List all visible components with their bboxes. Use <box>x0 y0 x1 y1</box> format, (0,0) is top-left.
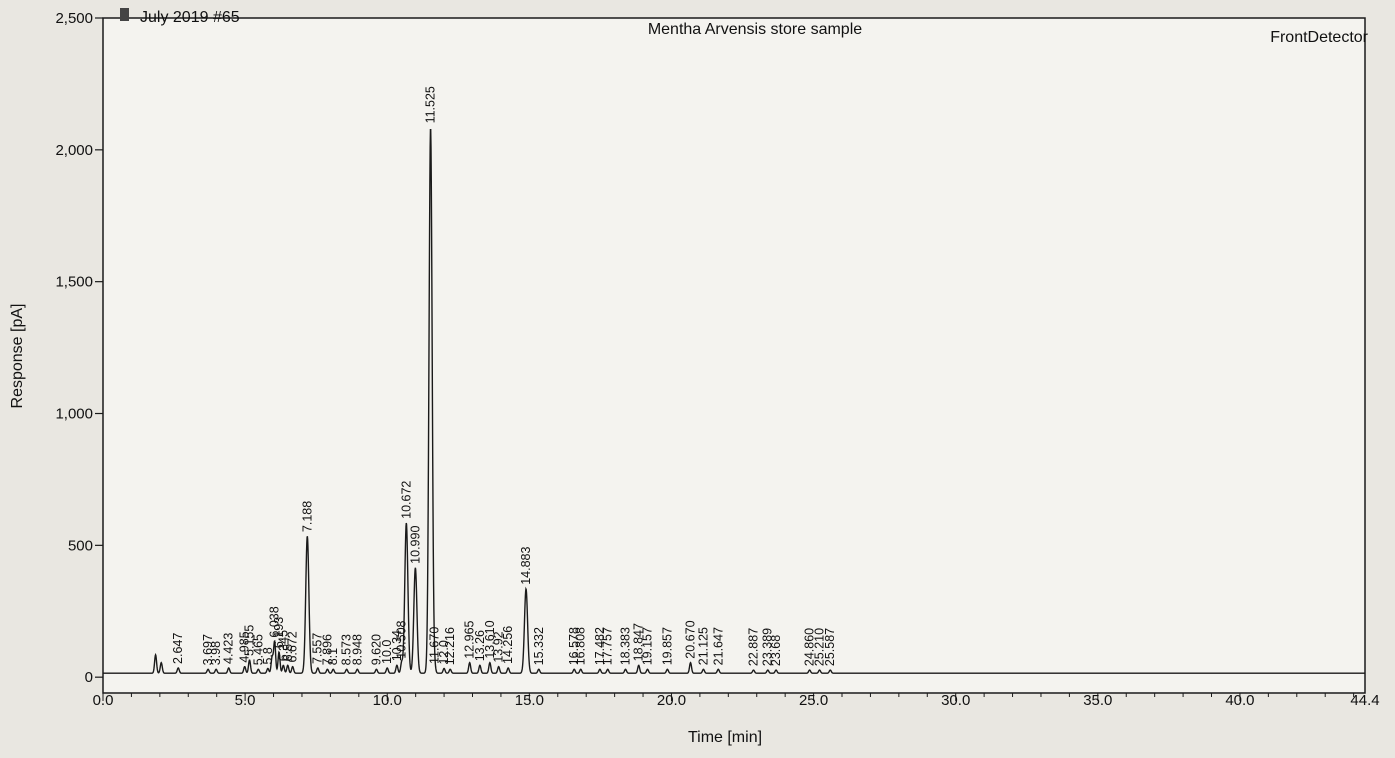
peak-label: 8.573 <box>340 634 354 665</box>
peak-label: 13.610 <box>483 620 497 658</box>
peak-label: 17.482 <box>593 627 607 665</box>
peak-label: 8.1 <box>326 648 340 665</box>
sample-id-group: July 2019 #65 <box>120 8 240 26</box>
peak-label: 23.68 <box>769 635 783 666</box>
peak-label: 10.990 <box>408 526 422 564</box>
chromatogram-trace <box>103 128 1365 674</box>
plot-area <box>102 17 1366 694</box>
y-axis-label: Response [pA] <box>9 304 26 409</box>
y-tick-label: 0 <box>85 669 93 686</box>
peak-label: 11.670 <box>428 627 442 664</box>
peak-label: 25.587 <box>823 628 837 666</box>
peak-label: 2.647 <box>171 633 185 664</box>
peak-label: 12.216 <box>443 627 457 665</box>
peak-label: 6.345 <box>276 630 290 661</box>
peak-label: 12.0 <box>437 640 451 664</box>
peak-label: 13.26 <box>473 630 487 661</box>
peak-label: 6.672 <box>286 631 300 662</box>
peak-label: 5.465 <box>251 634 265 665</box>
x-axis: 0.0 5.0 10.0 15.0 20.0 25.0 30.0 35.0 40.0 44.4 <box>93 692 1380 709</box>
peak-label: 18.383 <box>618 627 632 665</box>
peak-label: 21.647 <box>711 627 725 665</box>
peak-label: 14.883 <box>519 546 533 584</box>
peak-label: 7.896 <box>320 634 334 665</box>
x-tick-label: 44.4 <box>1350 692 1379 709</box>
x-tick-label: 10.0 <box>373 692 402 709</box>
sample-id: July 2019 #65 <box>140 9 240 26</box>
peak-label: 18.847 <box>632 623 646 661</box>
peak-label: 3.98 <box>209 641 223 665</box>
peak-label: 10.672 <box>399 481 413 519</box>
peak-label: 7.557 <box>311 633 325 664</box>
peak-label: 24.860 <box>803 628 817 666</box>
x-axis-label: Time [min] <box>688 729 762 746</box>
peak-label: 13.92 <box>492 631 506 662</box>
x-tick-label: 20.0 <box>657 692 686 709</box>
peak-label: 10.508 <box>395 620 409 658</box>
chart-title: Mentha Arvensis store sample <box>648 21 862 38</box>
peak-label: 20.670 <box>683 620 697 658</box>
document-icon <box>120 8 129 21</box>
peak-label: 25.210 <box>813 628 827 666</box>
peak-label: 16.808 <box>574 627 588 665</box>
peak-label: 11.525 <box>424 86 438 123</box>
y-tick-label: 2,000 <box>55 142 93 159</box>
x-tick-label: 5.0 <box>235 692 256 709</box>
y-axis: 0 500 1,000 1,500 2,000 2,500 <box>55 10 103 686</box>
peak-label: 10.34 <box>390 630 404 661</box>
peak-label: 19.157 <box>640 627 654 665</box>
peak-label: 10.0 <box>380 640 394 664</box>
y-tick-label: 1,000 <box>55 406 93 423</box>
peak-label: 6.193 <box>272 617 286 648</box>
y-tick-label: 1,500 <box>55 274 93 291</box>
peak-label: 4.985 <box>238 631 252 662</box>
x-tick-label: 35.0 <box>1083 692 1112 709</box>
peak-label: 7.188 <box>300 501 314 532</box>
peak-label: 5.155 <box>243 625 257 656</box>
x-tick-label: 0.0 <box>93 692 114 709</box>
x-tick-label: 25.0 <box>799 692 828 709</box>
peak-label: 22.887 <box>746 628 760 666</box>
peak-label: 4.423 <box>222 633 236 664</box>
peak-label: 3.697 <box>201 634 215 665</box>
peak-label: 5.8 <box>261 647 275 664</box>
peak-label: 15.332 <box>532 627 546 665</box>
x-tick-label: 40.0 <box>1225 692 1254 709</box>
peak-label: 16.578 <box>567 627 581 665</box>
peak-label: 14.256 <box>501 626 515 664</box>
detector-label: FrontDetector <box>1270 29 1368 46</box>
peak-label: 21.125 <box>696 627 710 665</box>
peak-label: 12.965 <box>463 620 477 658</box>
peak-label: 9.620 <box>369 634 383 665</box>
peak-label: 19.857 <box>660 627 674 665</box>
x-tick-label: 15.0 <box>515 692 544 709</box>
peak-label: 8.948 <box>350 634 364 665</box>
peak-label: 6.5 <box>281 644 295 661</box>
peak-label: 6.038 <box>268 606 282 637</box>
peak-label: 23.389 <box>761 628 775 666</box>
x-tick-label: 30.0 <box>941 692 970 709</box>
peak-label: 17.757 <box>601 627 615 665</box>
y-tick-label: 500 <box>68 537 93 554</box>
y-tick-label: 2,500 <box>55 10 93 27</box>
